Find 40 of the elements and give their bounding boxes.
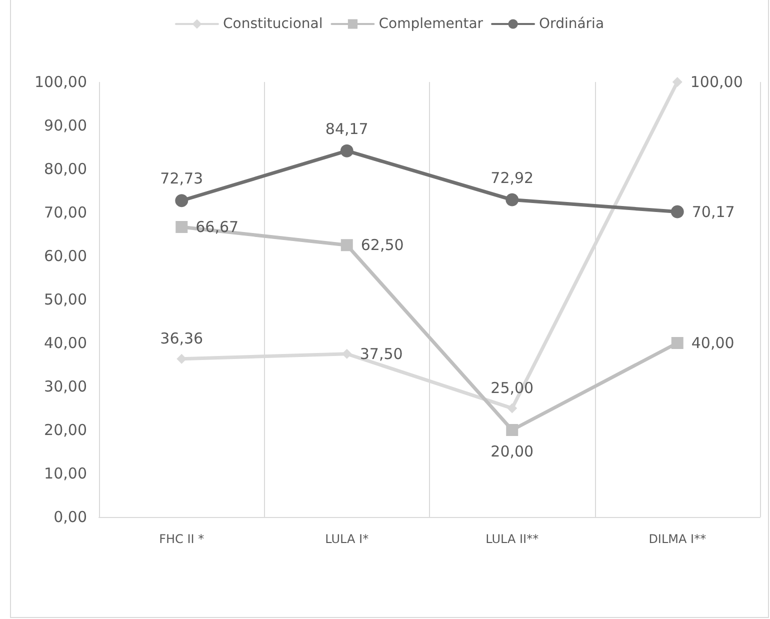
point [670,205,684,218]
point [671,337,684,349]
x-tick-label: LULA II** [486,532,539,546]
x-tick-label: LULA I* [325,532,369,546]
y-tick-label: 50,00 [44,290,87,308]
point [175,194,188,208]
data-label: 72,92 [490,168,534,187]
data-label: 62,50 [360,236,404,254]
point [176,220,188,233]
legend-label: Complementar [378,16,484,32]
y-tick-label: 40,00 [44,334,87,352]
y-tick-label: 0,00 [54,508,87,526]
x-tick-label: DILMA I** [648,532,706,546]
data-label: 84,17 [325,120,368,138]
y-tick-label: 80,00 [44,160,87,178]
data-label: 37,50 [360,344,403,363]
data-label: 36,36 [160,329,204,348]
point [672,77,682,87]
point [507,403,518,414]
point [340,144,354,158]
data-label: 72,73 [160,170,204,188]
legend-label: Constitucional [222,16,323,32]
point [506,193,519,206]
y-tick-label: 60,00 [44,247,87,265]
data-label: 100,00 [690,73,743,91]
data-label: 20,00 [490,442,534,460]
x-tick-label: FHC II * [159,532,204,546]
data-label: 70,17 [692,202,735,221]
data-label: 25,00 [490,378,534,397]
y-tick-label: 90,00 [44,116,87,134]
data-label: 40,00 [691,334,734,352]
data-label: 66,67 [196,218,239,236]
y-tick-label: 70,00 [44,204,87,222]
legend-label: Ordinária [539,16,604,32]
y-tick-label: 10,00 [44,464,87,482]
y-tick-label: 30,00 [44,378,87,396]
y-tick-label: 100,00 [34,73,87,91]
y-tick-label: 20,00 [44,421,87,439]
point [340,239,353,252]
point [506,424,518,436]
